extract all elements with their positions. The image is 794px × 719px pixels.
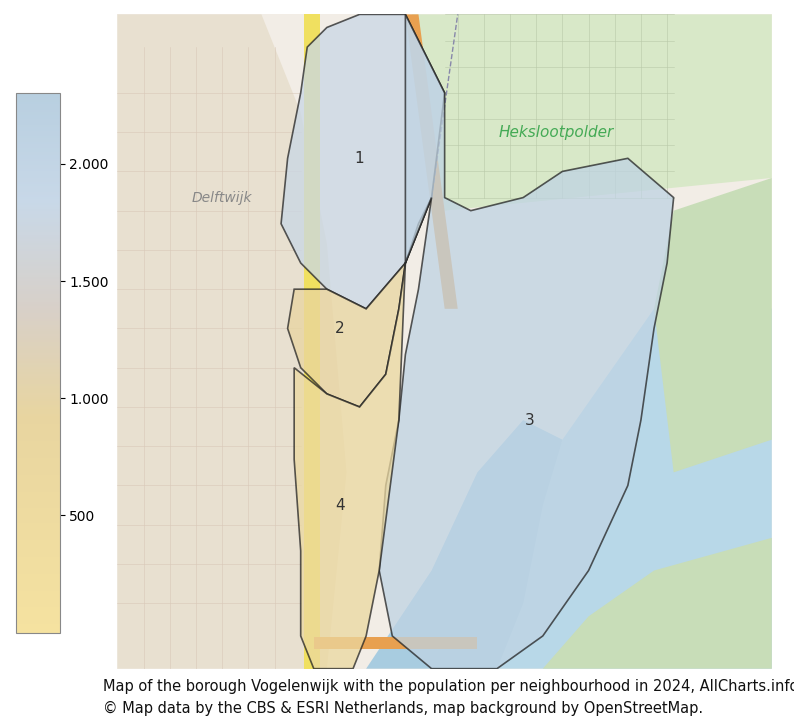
Polygon shape [281, 14, 445, 309]
Polygon shape [412, 14, 772, 211]
Text: Hekslootpolder: Hekslootpolder [499, 124, 614, 139]
Text: 3: 3 [525, 413, 534, 428]
Polygon shape [366, 420, 562, 669]
Text: 4: 4 [335, 498, 345, 513]
Polygon shape [118, 14, 346, 669]
Polygon shape [406, 14, 457, 309]
Polygon shape [287, 198, 432, 407]
Text: Delftẇijk: Delftẇijk [192, 191, 252, 205]
Text: © Map data by the CBS & ESRI Netherlands, map background by OpenStreetMap.: © Map data by the CBS & ESRI Netherlands… [103, 701, 703, 716]
Polygon shape [497, 276, 772, 669]
Polygon shape [543, 538, 772, 669]
Text: 1: 1 [355, 151, 364, 166]
Polygon shape [654, 178, 772, 472]
Polygon shape [294, 263, 406, 669]
Bar [314, 637, 477, 649]
Text: Map of the borough Vogelenwijk with the population per neighbourhood in 2024, Al: Map of the borough Vogelenwijk with the … [103, 679, 794, 695]
Polygon shape [380, 14, 673, 669]
Bar [304, 14, 320, 669]
Text: 2: 2 [335, 321, 345, 336]
